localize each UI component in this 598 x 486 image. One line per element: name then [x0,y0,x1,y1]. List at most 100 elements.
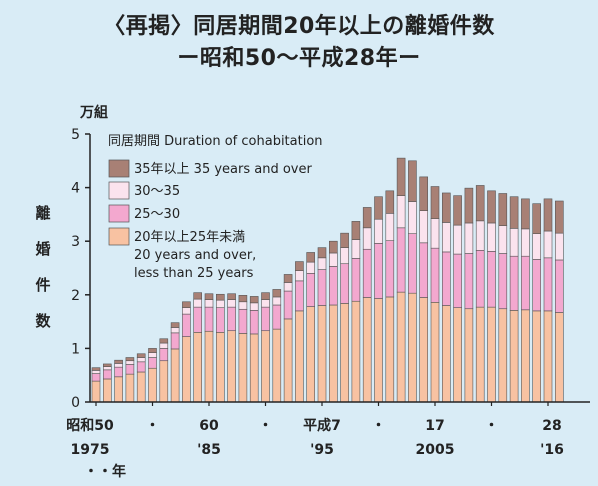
bar-segment [283,282,293,292]
bar-segment [396,157,406,196]
bar-segment [430,302,440,403]
bar-segment [464,308,474,403]
bar-segment [159,360,169,403]
y-tick-label: 5 [71,127,80,143]
legend-label: 20年以上25年未満 [134,230,245,245]
bar-segment [340,303,349,403]
bar-segment [543,230,553,259]
bar-segment [114,366,123,378]
legend-label: 35年以上 35 years and over [134,162,312,177]
bar-segment [475,306,485,403]
bar-segment [543,198,553,232]
bar-segment [487,306,496,403]
x-tick-label-bottom: '95 [310,442,334,458]
bar-segment [509,310,519,403]
bar-segment [148,348,157,353]
bar-segment [170,322,180,328]
bar-segment [272,296,282,306]
bar-segment [543,310,553,403]
bar-segment [521,309,530,403]
bar-segment [125,364,135,375]
bar-segment [453,195,462,226]
bar-segment [441,192,451,223]
bar-segment [159,348,169,362]
chart-subtitle: ー昭和50〜平成28年ー [177,46,421,71]
bar-segment [295,270,304,282]
bar-segment [91,370,101,374]
bar-segment [487,251,496,308]
bar-segment [91,373,101,382]
y-axis-label-char: 件 [35,276,50,294]
x-tick-label-top: 28 [542,418,561,434]
x-tick-label-top: ・ [485,418,499,434]
bar-segment [317,247,327,259]
bar-segment [509,196,519,229]
bar-segment [317,257,327,270]
x-tick-label-bottom: 1975 [71,442,110,458]
bar-segment [385,213,395,241]
bar-segment [340,263,349,304]
x-tick-label-top: 昭和50 [66,418,114,434]
bar-segment [182,313,191,337]
y-axis-label-char: 数 [35,312,51,330]
bar-segment [114,376,123,403]
bar-segment [136,357,146,363]
bar-segment [249,333,259,403]
bar-segment [464,222,474,254]
y-axis-label-char: 婚 [35,240,50,258]
bar-segment [532,233,542,260]
bar-segment [283,290,293,320]
bar-segment [317,269,327,306]
legend-swatch [108,181,130,200]
bar-segment [193,298,202,308]
bar-segment [182,307,191,315]
bar-segment [295,310,304,403]
legend-title: 同居期間 Duration of cohabitation [108,134,323,149]
bar-segment [238,301,248,310]
bar-segment [193,292,202,300]
bar-segment [148,357,157,369]
bar-segment [487,222,496,252]
bar-segment [498,308,508,403]
bar-segment [532,310,542,403]
bar-segment [385,296,395,403]
x-tick-label-top: 17 [425,418,444,434]
bar-segment [374,196,383,220]
bar-segment [216,332,225,403]
bar-segment [283,274,293,283]
x-tick-label-bottom: 2005 [416,442,455,458]
x-tick-label-bottom: '85 [197,442,221,458]
bar-segment [136,361,146,373]
bar-segment [498,225,508,254]
bar-segment [306,306,316,403]
bar-segment [396,195,406,229]
bar-segment [362,248,372,298]
bar-segment [498,253,508,310]
bar-segment [91,367,101,371]
bar-segment [125,357,135,362]
bar-segment [475,220,485,251]
bar-segment [227,293,236,300]
bar-segment [204,306,214,332]
bar-segment [170,327,180,334]
bar-segment [261,299,270,308]
bar-segment [362,227,372,250]
legend-label: 20 years and over, [134,248,256,263]
bar-segment [182,301,191,308]
bar-segment [430,218,440,249]
bar-segment [306,252,316,263]
bar-segment [204,299,214,308]
bar-segment [272,304,282,330]
bar-segment [340,247,349,265]
bar-segment [204,330,214,403]
bar-segment [193,332,202,403]
bar-segment [216,307,225,333]
bar-segment [125,373,135,403]
x-tick-label-top: 平成7 [303,417,341,434]
bar-segment [148,352,157,358]
x-tick-label-bottom: '16 [540,442,564,458]
bar-segment [543,257,553,312]
bar-segment [328,252,338,267]
y-tick-label: 2 [71,288,80,304]
